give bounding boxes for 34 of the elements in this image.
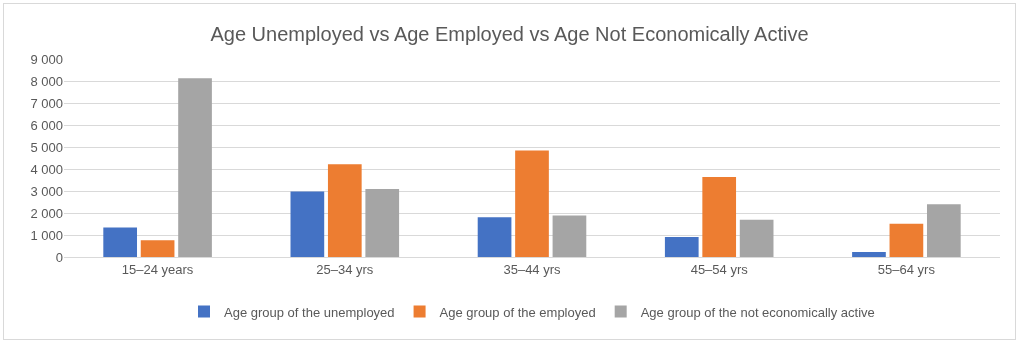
- bar: [702, 176, 737, 257]
- bar: [477, 217, 512, 257]
- y-tick-label: 2 000: [30, 205, 63, 221]
- bar: [178, 78, 212, 257]
- x-tick-label: 55–64 yrs: [877, 261, 936, 277]
- y-tick-label: 5 000: [30, 139, 63, 155]
- y-tick-label: 4 000: [30, 161, 63, 177]
- bar: [664, 236, 699, 257]
- bar: [515, 150, 549, 257]
- y-tick-label: 1 000: [30, 227, 63, 243]
- x-tick-label: 25–34 yrs: [316, 261, 374, 277]
- legend-label: Age group of the employed: [439, 304, 596, 320]
- x-tick-label: 15–24 years: [121, 261, 194, 277]
- bar: [290, 191, 325, 257]
- chart-title: Age Unemployed vs Age Employed vs Age Not Economically Active: [210, 23, 809, 46]
- y-tick-label: 0: [55, 249, 63, 265]
- bar: [852, 251, 886, 257]
- x-tick-label: 35–44 yrs: [503, 261, 562, 277]
- bar: [739, 219, 774, 257]
- bar: [327, 164, 362, 257]
- bar: [140, 240, 175, 257]
- bar: [926, 204, 961, 257]
- legend-label: Age group of the unemployed: [224, 304, 395, 320]
- bar: [365, 189, 400, 257]
- y-tick-label: 9 000: [30, 51, 63, 67]
- bar: [103, 227, 138, 257]
- y-tick-label: 7 000: [30, 95, 63, 111]
- legend-label: Age group of the not economically active: [640, 304, 875, 320]
- y-tick-label: 8 000: [30, 73, 63, 89]
- y-tick-label: 6 000: [30, 117, 63, 133]
- bar: [552, 215, 587, 257]
- y-tick-label: 3 000: [30, 183, 63, 199]
- x-tick-label: 45–54 yrs: [690, 261, 749, 277]
- bar: [889, 223, 924, 257]
